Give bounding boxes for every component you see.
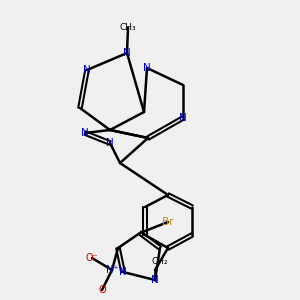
Text: N: N <box>81 128 89 138</box>
Text: N: N <box>123 48 131 58</box>
Text: N⁺: N⁺ <box>106 265 118 275</box>
Text: Br: Br <box>162 217 174 227</box>
Text: N: N <box>179 113 187 123</box>
Text: N: N <box>119 267 127 277</box>
Text: CH₂: CH₂ <box>152 257 168 266</box>
Text: O: O <box>98 285 106 295</box>
Text: N: N <box>106 138 114 148</box>
Text: N: N <box>83 65 91 75</box>
Text: O⁻: O⁻ <box>85 253 98 263</box>
Text: N: N <box>143 63 151 73</box>
Text: CH₃: CH₃ <box>120 23 136 32</box>
Text: N: N <box>151 275 159 285</box>
